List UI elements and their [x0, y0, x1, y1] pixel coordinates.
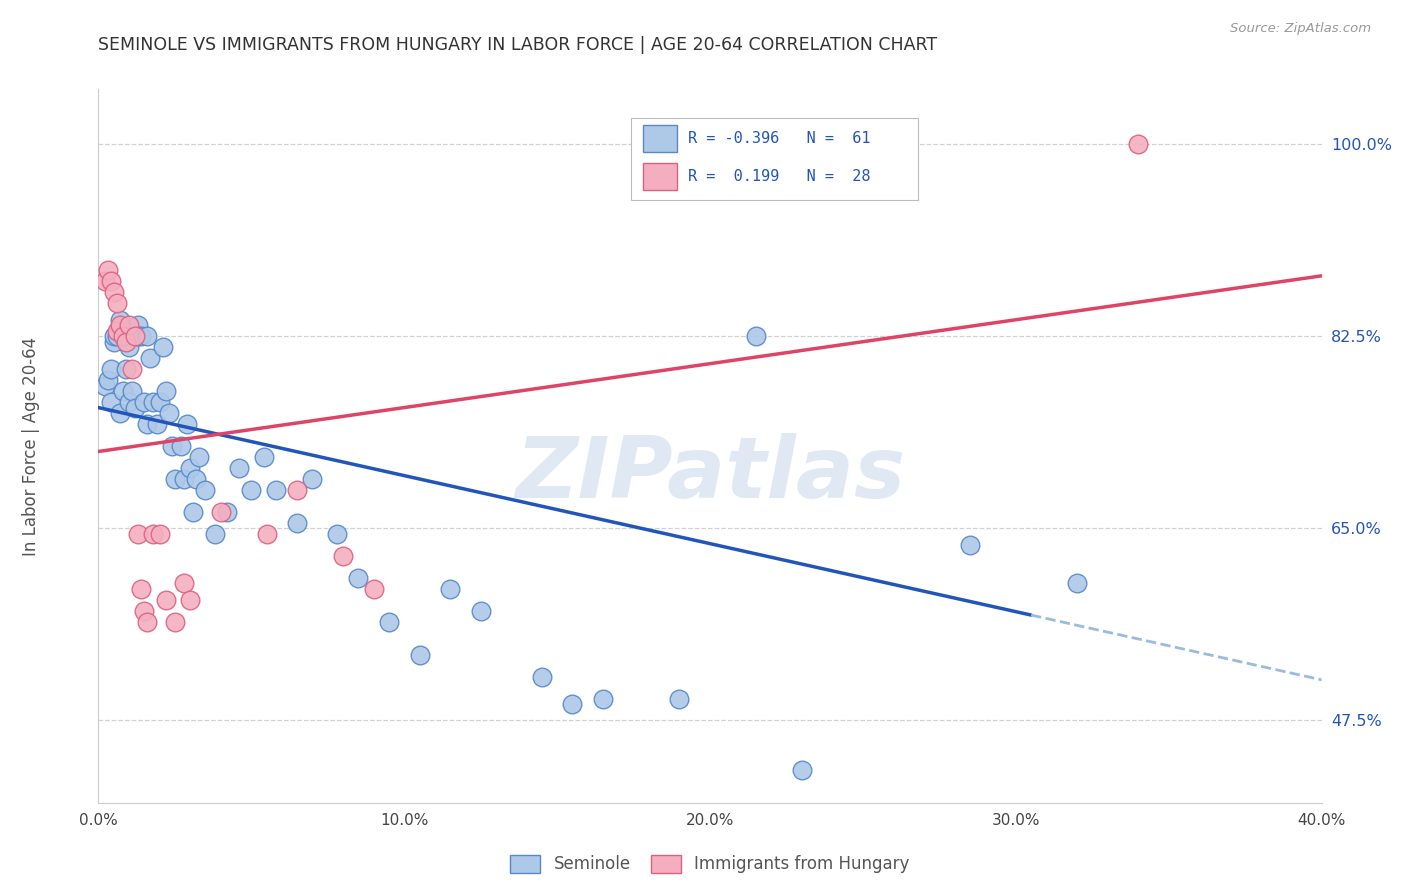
Point: [124, 329, 146, 343]
Point: [108, 406, 131, 420]
Point: [1066, 576, 1088, 591]
Point: [163, 472, 186, 486]
Point: [103, 329, 125, 343]
Point: [115, 334, 138, 349]
Point: [111, 329, 134, 343]
Point: [240, 483, 263, 497]
Point: [561, 697, 583, 711]
Point: [181, 505, 204, 519]
Point: [93, 378, 115, 392]
Point: [115, 362, 138, 376]
FancyBboxPatch shape: [630, 118, 918, 200]
Point: [127, 329, 149, 343]
Point: [118, 395, 141, 409]
Point: [204, 526, 226, 541]
Point: [188, 450, 211, 464]
Point: [256, 526, 278, 541]
Point: [668, 691, 690, 706]
Point: [347, 571, 370, 585]
Point: [209, 505, 232, 519]
Text: Source: ZipAtlas.com: Source: ZipAtlas.com: [1230, 22, 1371, 36]
Point: [105, 329, 128, 343]
Point: [145, 417, 167, 431]
Point: [179, 461, 201, 475]
Point: [103, 334, 125, 349]
Point: [170, 439, 193, 453]
Point: [176, 417, 198, 431]
Text: R = -0.396   N =  61: R = -0.396 N = 61: [688, 131, 870, 145]
Point: [127, 318, 149, 333]
Point: [134, 395, 156, 409]
Point: [160, 439, 183, 453]
Point: [97, 373, 120, 387]
Point: [139, 351, 162, 366]
Point: [149, 395, 172, 409]
Point: [378, 615, 401, 629]
Point: [186, 472, 208, 486]
Point: [194, 483, 217, 497]
Point: [215, 505, 238, 519]
Point: [97, 263, 120, 277]
Point: [142, 526, 165, 541]
Legend: Seminole, Immigrants from Hungary: Seminole, Immigrants from Hungary: [503, 848, 917, 880]
Point: [124, 401, 146, 415]
Point: [179, 592, 201, 607]
Point: [134, 604, 156, 618]
Point: [93, 274, 115, 288]
Point: [136, 615, 159, 629]
Point: [121, 384, 143, 398]
Text: In Labor Force | Age 20-64: In Labor Force | Age 20-64: [22, 336, 39, 556]
Text: R =  0.199   N =  28: R = 0.199 N = 28: [688, 169, 870, 185]
Point: [332, 549, 354, 563]
Point: [439, 582, 461, 596]
Point: [301, 472, 323, 486]
Point: [105, 324, 128, 338]
Point: [163, 615, 186, 629]
Point: [129, 329, 152, 343]
Point: [326, 526, 349, 541]
Point: [121, 362, 143, 376]
Point: [173, 472, 195, 486]
Point: [363, 582, 385, 596]
Point: [285, 516, 308, 530]
Point: [118, 340, 141, 354]
Point: [118, 318, 141, 333]
Point: [100, 274, 122, 288]
Point: [100, 362, 122, 376]
Point: [100, 395, 122, 409]
Point: [152, 340, 174, 354]
Point: [108, 318, 131, 333]
FancyBboxPatch shape: [643, 125, 678, 152]
FancyBboxPatch shape: [643, 163, 678, 190]
Text: ZIPatlas: ZIPatlas: [515, 433, 905, 516]
Point: [105, 296, 128, 310]
Point: [530, 669, 553, 683]
Point: [129, 582, 152, 596]
Point: [142, 395, 165, 409]
Point: [228, 461, 250, 475]
Point: [285, 483, 308, 497]
Point: [108, 312, 131, 326]
Point: [111, 384, 134, 398]
Point: [592, 691, 614, 706]
Point: [252, 450, 274, 464]
Point: [136, 417, 159, 431]
Point: [155, 592, 177, 607]
Point: [264, 483, 287, 497]
Point: [136, 329, 159, 343]
Point: [745, 329, 768, 343]
Point: [470, 604, 492, 618]
Text: SEMINOLE VS IMMIGRANTS FROM HUNGARY IN LABOR FORCE | AGE 20-64 CORRELATION CHART: SEMINOLE VS IMMIGRANTS FROM HUNGARY IN L…: [98, 36, 938, 54]
Point: [103, 285, 125, 300]
Point: [408, 648, 430, 662]
Point: [157, 406, 180, 420]
Point: [173, 576, 195, 591]
Point: [959, 538, 981, 552]
Point: [790, 763, 813, 777]
Point: [155, 384, 177, 398]
Point: [127, 526, 149, 541]
Point: [149, 526, 172, 541]
Point: [1128, 137, 1150, 152]
